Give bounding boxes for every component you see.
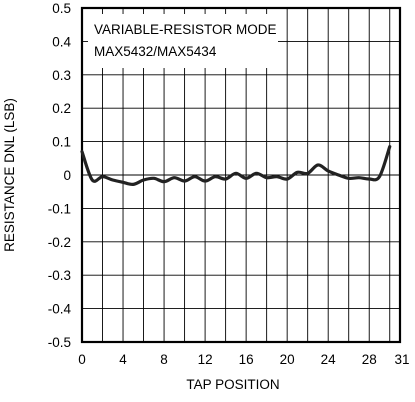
y-tick-label: -0.3: [48, 268, 71, 283]
y-tick-label: -0.1: [48, 201, 71, 216]
y-tick-label: 0.2: [52, 101, 71, 116]
y-axis-label: RESISTANCE DNL (LSB): [2, 98, 17, 252]
x-tick-label: 31: [394, 352, 409, 367]
y-tick-label: -0.2: [48, 235, 71, 250]
y-tick-labels: 0.5 0.4 0.3 0.2 0.1 0 -0.1 -0.2 -0.3 -0.4 -0.5: [48, 1, 72, 350]
y-tick-label: 0.3: [52, 68, 71, 83]
y-tick-label: 0.4: [52, 34, 71, 49]
x-tick-label: 24: [321, 352, 337, 367]
x-tick-label: 12: [198, 352, 213, 367]
x-tick-label: 8: [160, 352, 168, 367]
x-tick-labels: 0 4 8 12 16 20 24 28 31: [78, 352, 409, 367]
x-tick-label: 20: [280, 352, 295, 367]
y-tick-label: 0: [63, 168, 71, 183]
annotation-line-2: MAX5432/MAX5434: [94, 44, 217, 59]
y-tick-label: -0.4: [48, 302, 72, 317]
x-tick-label: 16: [239, 352, 254, 367]
x-axis-label: TAP POSITION: [186, 377, 279, 392]
annotation-line-1: VARIABLE-RESISTOR MODE: [94, 22, 277, 37]
x-tick-label: 0: [78, 352, 86, 367]
y-tick-label: -0.5: [48, 335, 71, 350]
y-tick-label: 0.5: [52, 1, 71, 16]
annotation-box: VARIABLE-RESISTOR MODE MAX5432/MAX5434: [88, 14, 278, 68]
x-tick-label: 28: [362, 352, 377, 367]
dnl-series-line: [80, 145, 392, 187]
y-tick-label: 0.1: [52, 135, 71, 150]
plot-frame: [80, 6, 402, 344]
x-tick-label: 4: [119, 352, 127, 367]
